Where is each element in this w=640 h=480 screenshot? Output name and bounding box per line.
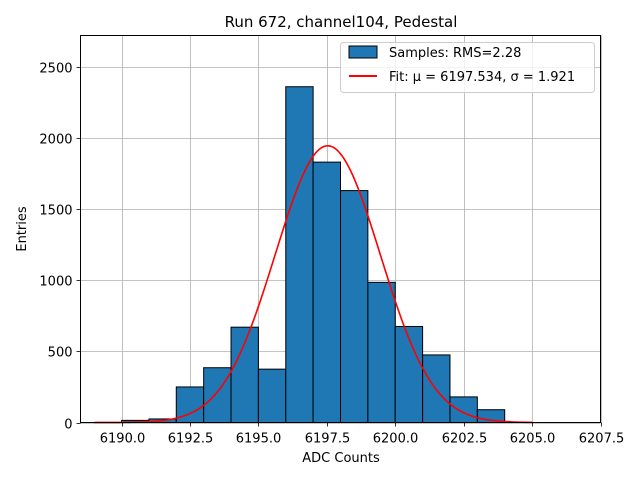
x-tick-label: 6205.0 (510, 432, 556, 447)
x-axis-title: ADC Counts (302, 451, 380, 466)
x-tick-label: 6195.0 (236, 432, 282, 447)
x-tick-label: 6207.5 (579, 432, 625, 447)
legend: Samples: RMS=2.28 Fit: μ = 6197.534, σ =… (340, 42, 595, 93)
y-tick-label: 2000 (39, 133, 72, 148)
histogram-bar (394, 325, 424, 423)
histogram-bar (257, 368, 287, 424)
legend-frame (340, 42, 595, 93)
y-tick-label: 1500 (39, 204, 72, 219)
legend-label-fit: Fit: μ = 6197.534, σ = 1.921 (389, 70, 575, 85)
x-axis-ticks: 6190.0 6192.5 6195.0 6197.5 6200.0 6202.5 6205… (100, 422, 625, 447)
fit-curve (94, 144, 533, 424)
histogram-bar (312, 161, 342, 424)
histogram-bar (285, 86, 314, 424)
y-tick-label: 2500 (39, 62, 72, 77)
histogram-bar (203, 367, 232, 423)
x-tick-label: 6190.0 (100, 432, 146, 447)
x-tick-label: 6197.5 (305, 432, 351, 447)
y-tick-label: 0 (64, 418, 72, 433)
x-tick-label: 6200.0 (373, 432, 419, 447)
histogram-bar (449, 396, 478, 424)
y-axis-ticks: 0 500 1000 1500 2000 2500 (39, 62, 81, 433)
histogram-bar (340, 190, 369, 423)
x-tick-label: 6192.5 (168, 432, 214, 447)
legend-label-histogram: Samples: RMS=2.28 (389, 46, 521, 61)
chart-title: Run 672, channel104, Pedestal (225, 13, 458, 31)
y-axis-title: Entries (15, 206, 30, 252)
fit-curve-layer (94, 144, 533, 424)
plot-frame (80, 35, 601, 423)
legend-swatch-histogram (348, 45, 378, 59)
y-tick-label: 500 (48, 346, 73, 361)
x-tick-label: 6202.5 (442, 432, 488, 447)
histogram-bar (367, 281, 396, 423)
y-tick-label: 1000 (39, 275, 72, 290)
